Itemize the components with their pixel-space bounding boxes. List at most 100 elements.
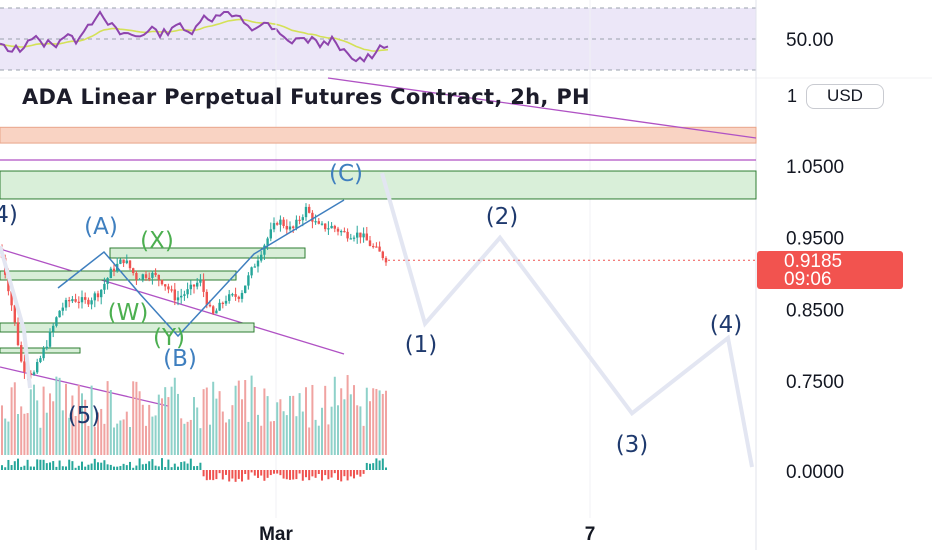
projection-path (380, 172, 754, 468)
macd-bar (58, 460, 61, 470)
volume-bar (196, 407, 199, 455)
macd-bar (385, 467, 387, 470)
candle-body (68, 300, 71, 302)
candle-body (266, 238, 269, 246)
volume-bar (90, 385, 93, 455)
candle-body (372, 245, 375, 248)
volume-bar (157, 394, 160, 455)
candle-body (192, 284, 196, 287)
volume-bar (244, 380, 247, 455)
macd-bar (244, 470, 247, 475)
volume-bar (125, 411, 128, 455)
candle-body (368, 240, 372, 246)
candle-body (308, 206, 311, 213)
candle-body (173, 289, 176, 301)
macd-bar (49, 462, 51, 470)
volume-bar (189, 419, 192, 455)
macd-bar (372, 463, 375, 470)
candle-body (176, 297, 180, 301)
volume-bar (356, 405, 359, 455)
candle-body (330, 225, 333, 229)
zone-resistance (0, 126, 757, 144)
volume-bar (154, 415, 157, 455)
candle-body (224, 300, 228, 304)
currency-prefix: 1 (787, 86, 798, 106)
volume-bar (353, 385, 355, 455)
candle-body (42, 348, 45, 359)
volume-bar (359, 406, 362, 455)
macd-bar (170, 467, 173, 470)
volume-bar (132, 381, 135, 455)
wave-label: (1) (405, 332, 438, 358)
macd-bar (330, 470, 333, 478)
candle-body (247, 275, 250, 286)
macd-bar (369, 463, 371, 470)
candle-body (39, 358, 42, 363)
candle-body (87, 299, 90, 305)
candle-body (314, 221, 317, 223)
volume-bar (68, 417, 71, 455)
macd-bar (349, 470, 352, 477)
candle-body (218, 302, 221, 311)
macd-bar (65, 466, 67, 470)
volume-bar (26, 413, 29, 455)
candle-body (333, 225, 336, 229)
candle-body (112, 268, 116, 272)
macd-bar (343, 470, 346, 477)
volume-bar (218, 391, 221, 455)
macd-bar (161, 458, 163, 470)
candle-body (84, 297, 87, 300)
macd-bar (177, 466, 179, 470)
candle-body (183, 294, 186, 296)
volume-bar (381, 393, 384, 455)
candle-body (186, 289, 189, 295)
volume-bar (52, 401, 55, 455)
macd-bar (362, 470, 365, 474)
macd-bar (138, 458, 141, 470)
volume-bar (97, 412, 99, 455)
macd-bar (106, 464, 109, 470)
candle-body (327, 228, 330, 230)
macd-bar (55, 466, 58, 470)
macd-bar (193, 466, 195, 470)
macd-bar (29, 466, 32, 470)
candle-body (324, 223, 327, 230)
volume-bar (295, 416, 298, 455)
candle-body (343, 231, 346, 233)
candle-body (221, 302, 224, 305)
candle-body (276, 223, 279, 225)
macd-bar (311, 470, 314, 477)
macd-bar (276, 470, 279, 474)
macd-bar (365, 462, 368, 470)
volume-bar (167, 397, 170, 455)
time-tick-label: 7 (585, 524, 596, 545)
candle-body (61, 307, 64, 311)
volume-bar (314, 419, 317, 455)
macd-bar (314, 470, 317, 478)
volume-bar (81, 393, 83, 455)
macd-bar (109, 464, 112, 470)
macd-bar (221, 470, 224, 480)
macd-bar (129, 461, 131, 470)
macd-bar (218, 470, 221, 474)
volume-bar (170, 386, 173, 455)
candle-body (301, 217, 304, 221)
candle-body (13, 305, 16, 323)
volume-bar (45, 412, 48, 455)
macd-bar (157, 466, 160, 470)
macd-bar (167, 459, 170, 470)
candle-body (74, 299, 77, 302)
macd-bar (250, 470, 253, 473)
candle-body (381, 251, 384, 259)
volume-bar (84, 399, 87, 455)
candle-body (16, 322, 20, 346)
candle-body (375, 246, 378, 248)
currency-button[interactable]: USD (806, 84, 884, 109)
macd-bar (269, 470, 272, 476)
volume-bar (161, 398, 163, 455)
candle-body (77, 301, 80, 303)
candle-body (202, 279, 205, 292)
volume-bar (186, 421, 189, 455)
